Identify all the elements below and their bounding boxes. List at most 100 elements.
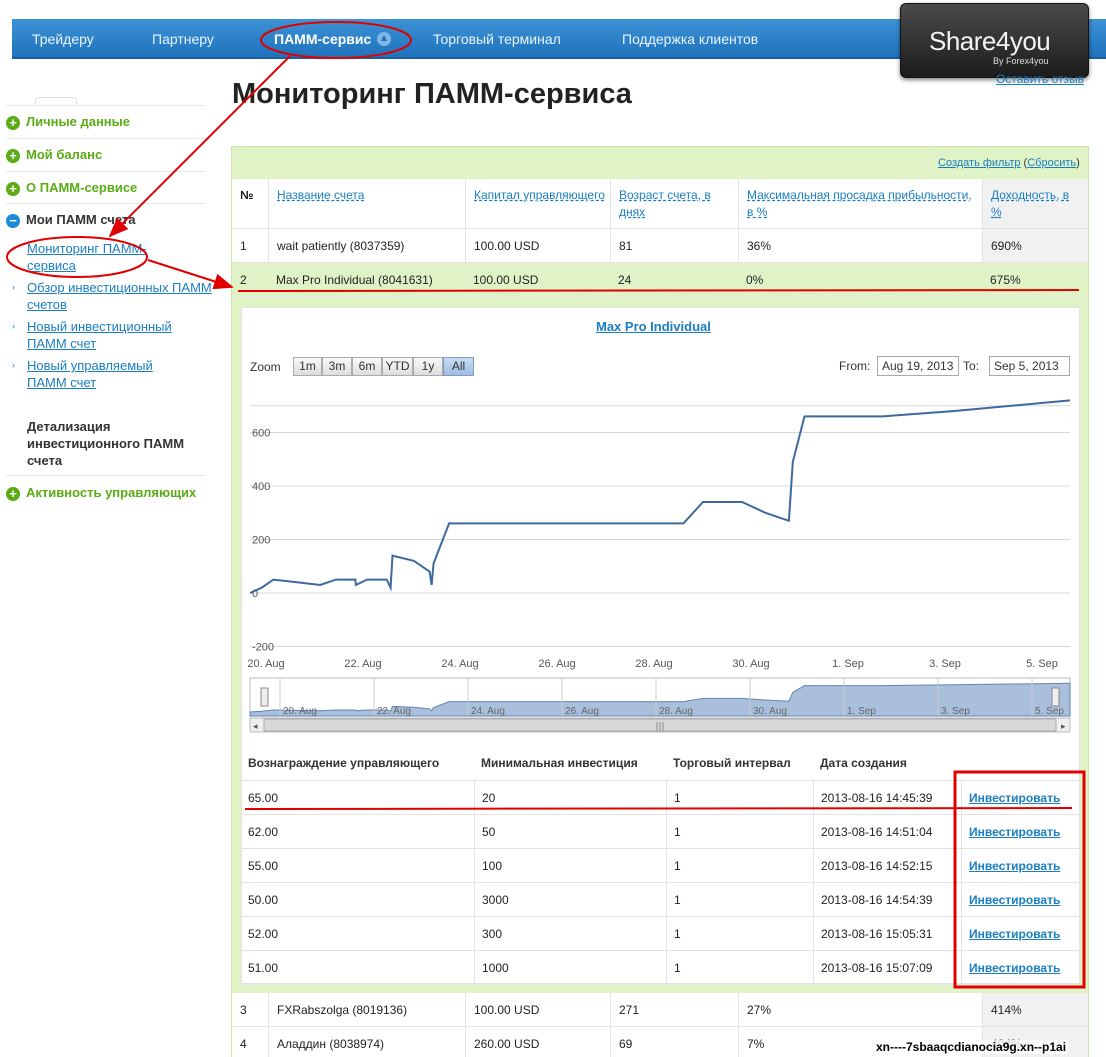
row-drawdown: 0% — [746, 272, 764, 287]
account-detail — [241, 307, 1080, 984]
offer-interval: 1 — [666, 815, 813, 848]
zoom-ytd-button[interactable]: YTD — [382, 357, 413, 376]
sidebar-item-label: Активность управляющих — [26, 485, 197, 500]
row-drawdown: 36% — [738, 229, 982, 262]
chart-title-link[interactable]: Max Pro Individual — [596, 319, 711, 334]
sidebar-sub-monitoring[interactable]: › Мониторинг ПАММ-сервиса — [12, 240, 152, 274]
yield-line-chart[interactable]: 600 400 200 0 -200 20. Aug 22. Aug 24. Aug 26. A… — [242, 380, 1078, 736]
offer-date: 2013-08-16 14:52:15 — [813, 849, 961, 882]
zoom-1y-button[interactable]: 1y — [413, 357, 443, 376]
invest-button[interactable]: Инвестировать — [969, 790, 1061, 805]
offer-date: 2013-08-16 14:45:39 — [813, 781, 961, 814]
nav-terminal[interactable]: Торговый терминал — [433, 31, 561, 47]
zoom-6m-button[interactable]: 6m — [352, 357, 382, 376]
divider — [6, 138, 206, 139]
x-tick-label: 22. Aug — [344, 658, 381, 670]
offer-row: 52.00 300 1 2013-08-16 15:05:31 Инвестироват… — [241, 917, 1080, 951]
sidebar-sub-label: Обзор инвестиционных ПАММ счетов — [27, 280, 212, 312]
scrollbar-thumb — [263, 718, 1057, 732]
from-date-input[interactable]: Aug 19, 2013 — [877, 356, 959, 376]
row-age: 69 — [610, 1027, 738, 1057]
offer-interval: 1 — [666, 883, 813, 916]
scroll-right-icon: ▸ — [1061, 722, 1066, 732]
row-number: 2 — [240, 272, 247, 287]
offer-fee: 55.00 — [248, 858, 279, 873]
sidebar-item-about[interactable]: + О ПАММ-сервисе — [6, 180, 137, 196]
invest-button[interactable]: Инвестировать — [969, 926, 1061, 941]
invest-button[interactable]: Инвестировать — [969, 960, 1061, 975]
col-age-header[interactable]: Возраст счета, в днях — [610, 179, 738, 228]
col-name-header[interactable]: Название счета — [268, 179, 466, 228]
plus-icon: + — [6, 487, 20, 501]
nav-partner[interactable]: Партнеру — [152, 31, 214, 47]
nav-pamm-service[interactable]: ПАММ-сервис — [274, 19, 392, 59]
col-min-header: Минимальная инвестиция — [481, 756, 638, 770]
row-name: FXRabszolga (8019136) — [268, 993, 466, 1026]
offer-min: 1000 — [474, 951, 666, 984]
navigator-tick-label: 28. Aug — [659, 706, 693, 717]
to-date-input[interactable]: Sep 5, 2013 — [989, 356, 1070, 376]
offer-row: 50.00 3000 1 2013-08-16 14:54:39 Инвестирова… — [241, 883, 1080, 917]
offer-interval: 1 — [666, 849, 813, 882]
zoom-all-button[interactable]: All — [443, 357, 474, 376]
zoom-1m-button[interactable]: 1m — [293, 357, 322, 376]
plus-icon: + — [6, 149, 20, 163]
sidebar-sub-label: Новый инвестиционный ПАММ счет — [27, 319, 172, 351]
watermark: xn----7sbaaqcdianocia9g.xn--p1ai — [874, 1040, 1069, 1054]
x-tick-label: 5. Sep — [1026, 658, 1058, 670]
sidebar-sub-new-managed[interactable]: › Новый управляемый ПАММ счет — [12, 357, 192, 391]
sidebar-tab — [35, 97, 77, 105]
col-drawdown-header[interactable]: Максимальная просадка прибыльности, в % — [738, 179, 982, 228]
to-label: To: — [963, 359, 980, 373]
sidebar-item-my-accounts[interactable]: − Мои ПАММ счета — [6, 212, 135, 228]
offer-fee: 52.00 — [248, 926, 279, 941]
offer-interval: 1 — [666, 917, 813, 950]
table-row[interactable]: 3 FXRabszolga (8019136) 100.00 USD 271 2… — [232, 993, 1088, 1027]
invest-button[interactable]: Инвестировать — [969, 824, 1061, 839]
invest-button[interactable]: Инвестировать — [969, 892, 1061, 907]
sidebar-sub-overview[interactable]: › Обзор инвестиционных ПАММ счетов — [12, 279, 212, 313]
table-header: № Название счета Капитал управляющего Во… — [232, 179, 1088, 229]
y-tick-label: 200 — [252, 535, 270, 547]
zoom-label: Zoom — [250, 360, 281, 374]
col-fee-header: Вознаграждение управляющего — [248, 756, 440, 770]
navigator-handle-left — [260, 687, 269, 707]
create-filter-link[interactable]: Создать фильтр — [938, 157, 1021, 169]
filter-controls: Создать фильтр (Сбросить) — [938, 157, 1080, 169]
nav-trader[interactable]: Трейдеру — [32, 31, 94, 47]
offer-action-cell: Инвестировать — [961, 815, 1079, 848]
row-capital: 260.00 USD — [465, 1027, 610, 1057]
x-tick-label: 3. Sep — [929, 658, 961, 670]
col-interval-header: Торговый интервал — [673, 756, 791, 770]
table-row[interactable]: 1 wait patiently (8037359) 100.00 USD 81… — [232, 229, 1088, 263]
zoom-3m-button[interactable]: 3m — [322, 357, 352, 376]
offer-row: 62.00 50 1 2013-08-16 14:51:04 Инвестировать — [241, 815, 1080, 849]
offer-date: 2013-08-16 14:54:39 — [813, 883, 961, 916]
sidebar-item-label: Личные данные — [26, 114, 130, 129]
offer-min: 100 — [474, 849, 666, 882]
offer-action-cell: Инвестировать — [961, 883, 1079, 916]
bullet-icon: › — [12, 243, 15, 253]
navigator-tick-label: 22. Aug — [377, 706, 411, 717]
offer-min: 50 — [474, 815, 666, 848]
invest-button[interactable]: Инвестировать — [969, 858, 1061, 873]
feedback-link[interactable]: Оставить отзыв — [996, 72, 1084, 86]
arrow-up-icon — [377, 32, 392, 46]
sidebar-sub-new-invest[interactable]: › Новый инвестиционный ПАММ счет — [12, 318, 212, 352]
table-row-selected[interactable]: 2 Max Pro Individual (8041631) 100.00 US… — [232, 263, 1088, 297]
sidebar-item-balance[interactable]: + Мой баланс — [6, 147, 102, 163]
nav-support[interactable]: Поддержка клиентов — [622, 31, 759, 47]
sidebar-item-activity[interactable]: + Активность управляющих — [6, 484, 206, 501]
share4you-logo[interactable]: Share4you By Forex4you — [900, 3, 1089, 78]
offer-row: 51.00 1000 1 2013-08-16 15:07:09 Инвестирова… — [241, 951, 1080, 985]
col-yield-header[interactable]: Доходность, в % — [982, 179, 1088, 228]
sidebar-item-personal[interactable]: + Личные данные — [6, 114, 130, 130]
navigator-area — [249, 682, 1071, 717]
from-label: From: — [839, 359, 871, 373]
row-age: 81 — [610, 229, 738, 262]
col-capital-header[interactable]: Капитал управляющего — [465, 179, 610, 228]
reset-filter-link[interactable]: Сбросить — [1027, 157, 1077, 169]
offer-interval: 1 — [666, 781, 813, 814]
navigator-tick-label: 24. Aug — [471, 706, 505, 717]
sidebar-heading-detail[interactable]: Детализация инвестиционного ПАММ счета — [27, 419, 185, 468]
